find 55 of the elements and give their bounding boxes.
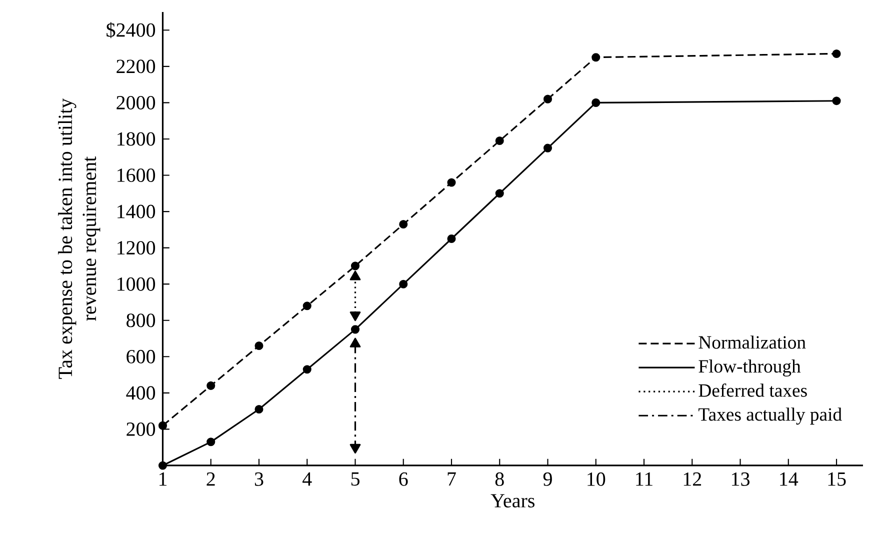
point — [350, 262, 360, 270]
x-tick-label: 3 — [254, 472, 264, 486]
point — [158, 461, 168, 470]
x-tick-label: 5 — [351, 472, 360, 486]
legend-label: Deferred taxes — [698, 384, 807, 398]
x-tick-label: 8 — [495, 472, 504, 486]
x-tick-label: 1 — [159, 472, 167, 486]
legend-label: Flow-through — [698, 360, 801, 377]
y-tick-label: 1200 — [118, 241, 156, 255]
x-tick-label: 2 — [206, 472, 215, 486]
x-tick-label: 6 — [399, 472, 408, 486]
point — [254, 405, 264, 414]
point — [399, 280, 408, 289]
point — [495, 136, 504, 146]
x-tick-label: 10 — [588, 472, 606, 486]
point — [350, 325, 360, 334]
point — [399, 220, 408, 229]
point — [543, 95, 552, 104]
x-tick-label: 4 — [302, 472, 312, 486]
y-tick-label: 1000 — [118, 278, 156, 292]
legend-label: Taxes actually paid — [698, 408, 842, 425]
y-tick-label: 2200 — [116, 60, 156, 74]
y-tick-label: 600 — [126, 350, 156, 364]
point — [302, 302, 312, 310]
y-tick-label: 800 — [126, 314, 156, 328]
point — [254, 342, 264, 350]
point — [447, 234, 456, 244]
y-tick-label: 1400 — [118, 205, 156, 219]
point — [302, 365, 312, 374]
y-tick-label: 1800 — [118, 132, 156, 146]
y-axis-title: Tax expense to be taken into utility revenue requirement — [58, 98, 100, 380]
point — [495, 189, 504, 198]
y-tick-label: 2000 — [116, 96, 156, 110]
x-axis-title: Years — [490, 494, 534, 508]
x-tick-label: 9 — [543, 472, 552, 486]
y-tick-label: 400 — [126, 386, 156, 400]
x-tick-label: 12 — [684, 472, 702, 486]
y-tick-label: $2400 — [106, 22, 156, 38]
point — [447, 178, 456, 188]
point — [832, 96, 841, 106]
point — [592, 98, 600, 108]
point — [206, 382, 216, 390]
y-tick-label: 1600 — [118, 168, 156, 182]
x-tick-label: 13 — [732, 472, 750, 486]
x-tick-label: 15 — [828, 472, 846, 486]
point — [592, 53, 600, 62]
x-tick-label: 11 — [636, 472, 652, 486]
point — [543, 144, 552, 153]
point — [832, 50, 841, 58]
point — [206, 438, 216, 446]
x-tick-label: 14 — [780, 472, 798, 486]
y-tick-label: 200 — [126, 422, 156, 436]
point — [158, 422, 168, 430]
x-tick-label: 7 — [448, 472, 456, 486]
legend-label: Normalization — [698, 336, 806, 349]
